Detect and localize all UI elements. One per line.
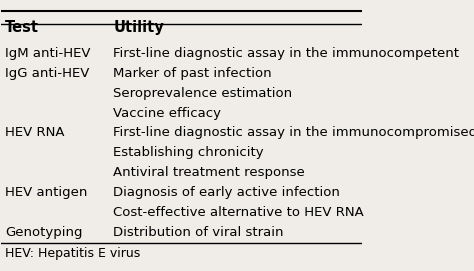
Text: Diagnosis of early active infection: Diagnosis of early active infection xyxy=(113,186,340,199)
Text: Seroprevalence estimation: Seroprevalence estimation xyxy=(113,87,292,100)
Text: Utility: Utility xyxy=(113,20,164,35)
Text: IgG anti-HEV: IgG anti-HEV xyxy=(5,67,90,80)
Text: Genotyping: Genotyping xyxy=(5,226,82,239)
Text: Cost-effective alternative to HEV RNA: Cost-effective alternative to HEV RNA xyxy=(113,206,364,219)
Text: Distribution of viral strain: Distribution of viral strain xyxy=(113,226,283,239)
Text: First-line diagnostic assay in the immunocompetent: First-line diagnostic assay in the immun… xyxy=(113,47,459,60)
Text: Antiviral treatment response: Antiviral treatment response xyxy=(113,166,305,179)
Text: HEV: Hepatitis E virus: HEV: Hepatitis E virus xyxy=(5,247,140,260)
Text: Establishing chronicity: Establishing chronicity xyxy=(113,146,264,159)
Text: First-line diagnostic assay in the immunocompromised: First-line diagnostic assay in the immun… xyxy=(113,126,474,139)
Text: Marker of past infection: Marker of past infection xyxy=(113,67,272,80)
Text: Test: Test xyxy=(5,20,39,35)
Text: HEV antigen: HEV antigen xyxy=(5,186,87,199)
Text: IgM anti-HEV: IgM anti-HEV xyxy=(5,47,91,60)
Text: HEV RNA: HEV RNA xyxy=(5,126,64,139)
Text: Vaccine efficacy: Vaccine efficacy xyxy=(113,107,221,120)
